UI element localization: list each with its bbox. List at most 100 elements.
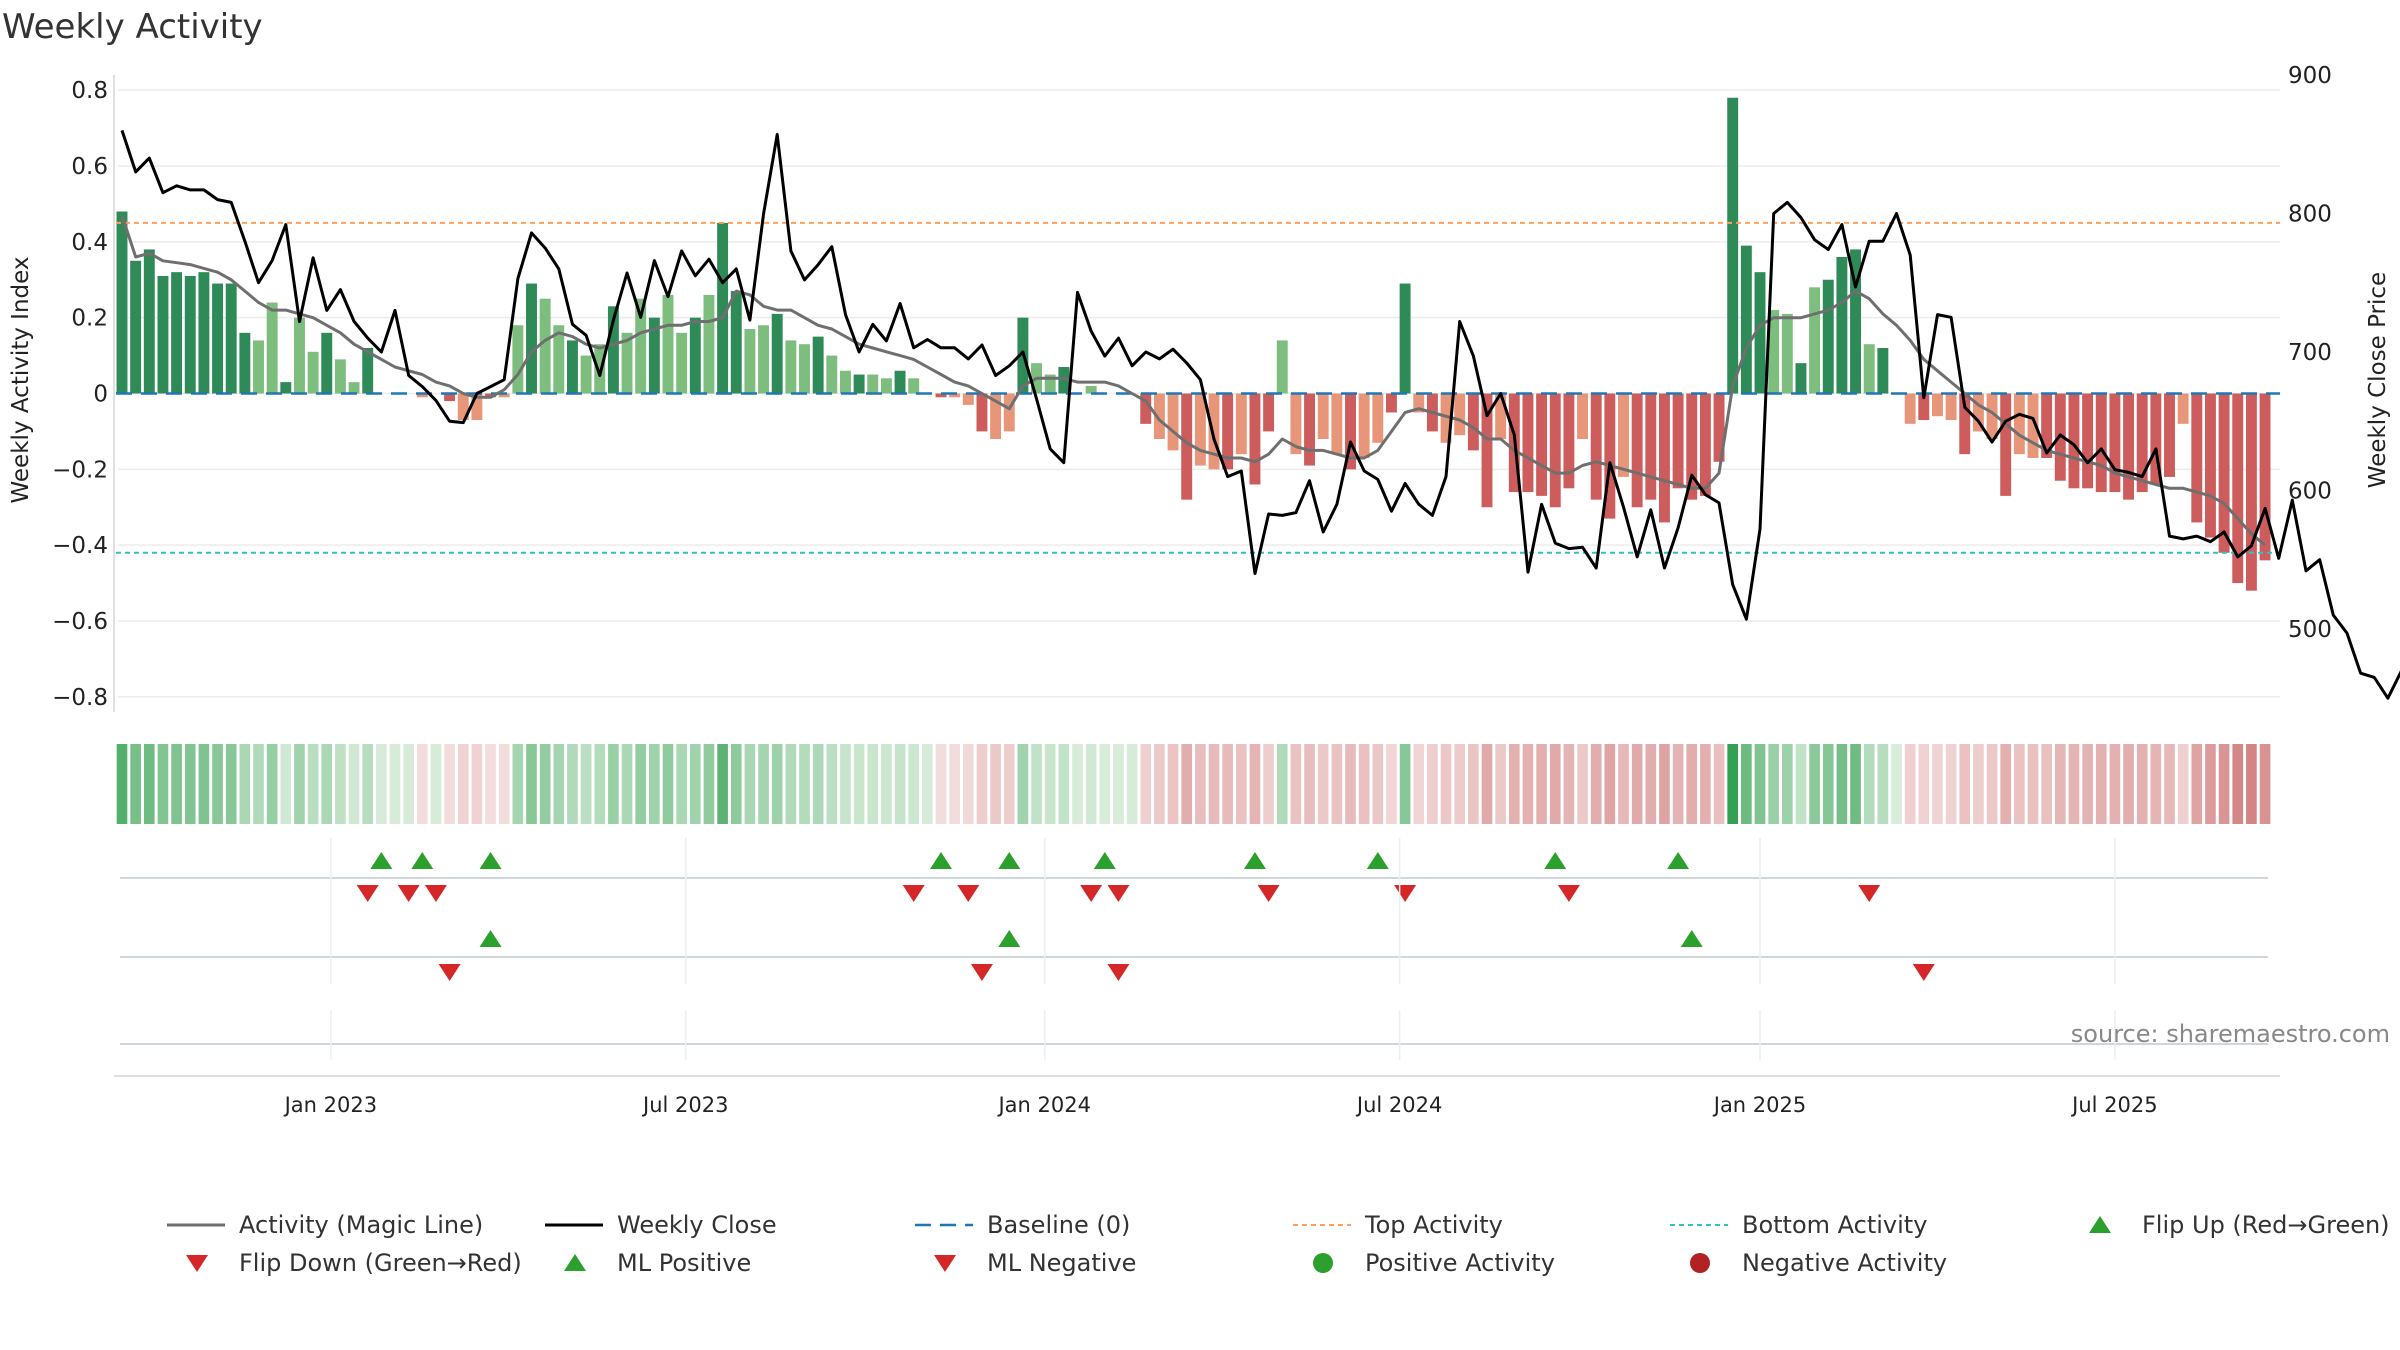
- activity-bar: [2041, 393, 2053, 458]
- heat-cell: [1645, 744, 1657, 824]
- activity-bar: [744, 329, 756, 394]
- heat-cell: [2082, 744, 2093, 824]
- y2-tick-label: 500: [2288, 617, 2332, 643]
- weekly-close-line: [120, 129, 2400, 700]
- legend-symbol-positive-dot: [1313, 1253, 1333, 1273]
- heat-cell: [1386, 744, 1397, 824]
- activity-bar: [1959, 393, 1971, 455]
- heat-cell: [2164, 744, 2175, 824]
- heat-cell: [430, 744, 442, 824]
- y-tick-label: 0.4: [71, 230, 108, 256]
- heat-cell: [730, 744, 742, 824]
- heat-cell: [922, 744, 933, 824]
- legend-symbol-up-triangle: [2089, 1216, 2111, 1233]
- activity-bar: [607, 306, 619, 394]
- activity-bar: [2245, 393, 2257, 591]
- activity-bar: [1044, 374, 1056, 394]
- activity-bar: [1781, 313, 1793, 394]
- activity-bar: [457, 393, 469, 421]
- flip-down-marker: [397, 885, 420, 902]
- activity-bar: [485, 393, 497, 398]
- heat-cell: [1768, 744, 1779, 824]
- heat-cell: [1208, 744, 1220, 824]
- activity-bar: [635, 298, 647, 394]
- activity-bar: [908, 378, 920, 394]
- heat-cell: [2041, 744, 2052, 824]
- y-tick-label: 0.8: [71, 78, 108, 104]
- activity-bar: [1740, 245, 1752, 394]
- ml-positive-marker: [479, 930, 502, 947]
- activity-bar: [1863, 344, 1875, 394]
- x-tick-label: Jan 2025: [1712, 1093, 1807, 1117]
- heat-cell: [1249, 744, 1261, 824]
- activity-bar: [239, 332, 251, 394]
- activity-bar: [130, 260, 142, 394]
- activity-bar: [2013, 393, 2025, 455]
- heat-cell: [1290, 744, 1302, 824]
- activity-bar: [1563, 393, 1575, 489]
- heat-cell: [867, 744, 879, 824]
- flip-down-marker: [1107, 885, 1130, 902]
- flip-markers: [114, 852, 2280, 1077]
- x-axis-ticks: Jan 2023 Jul 2023 Jan 2024 Jul 2024 Jan 2025…: [283, 838, 2158, 1117]
- heat-cell: [1222, 744, 1233, 824]
- heat-cell: [1345, 744, 1356, 824]
- activity-bar: [1372, 393, 1384, 443]
- activity-bar: [539, 298, 551, 394]
- activity-bar: [2068, 393, 2080, 489]
- activity-bar: [1795, 363, 1807, 394]
- activity-bar: [689, 317, 701, 394]
- activity-bar: [526, 283, 537, 394]
- heat-cell: [2027, 744, 2039, 824]
- activity-bar: [1331, 393, 1343, 455]
- heat-cell: [1986, 744, 1998, 824]
- heat-cell: [635, 744, 647, 824]
- activity-bar: [1768, 310, 1780, 394]
- heat-cell: [1508, 744, 1520, 824]
- activity-bar: [2109, 393, 2121, 493]
- flip-up-marker: [479, 852, 502, 869]
- activity-bar: [334, 359, 346, 394]
- heat-cell: [1795, 744, 1807, 824]
- heat-cell: [1468, 744, 1479, 824]
- activity-bar: [2123, 393, 2135, 500]
- activity-bar: [362, 348, 374, 394]
- activity-bar: [771, 313, 783, 394]
- heat-cell: [1427, 744, 1438, 824]
- heat-cell: [416, 744, 428, 824]
- activity-bar: [1945, 393, 1957, 421]
- activity-bar: [676, 332, 688, 394]
- flip-up-marker: [1366, 852, 1389, 869]
- heat-cell: [362, 744, 374, 824]
- flip-down-marker: [1080, 885, 1103, 902]
- y-tick-label: −0.6: [52, 609, 108, 635]
- flip-down-marker: [1858, 885, 1881, 902]
- heat-cell: [280, 744, 292, 824]
- heat-cell: [1850, 744, 1861, 824]
- heat-cell: [1495, 744, 1506, 824]
- activity-bar: [853, 374, 865, 394]
- activity-bar: [1385, 393, 1397, 413]
- heat-cell: [321, 744, 333, 824]
- flip-down-marker: [1394, 885, 1417, 902]
- heat-cell: [1317, 744, 1329, 824]
- legend-label: Flip Up (Red→Green): [2142, 1211, 2390, 1239]
- heat-cell: [1031, 744, 1042, 824]
- heat-cell: [717, 744, 728, 824]
- heat-cell: [1195, 744, 1206, 824]
- heat-cell: [689, 744, 701, 824]
- flip-up-marker: [370, 852, 393, 869]
- activity-bar: [580, 355, 592, 394]
- activity-bar: [225, 283, 237, 394]
- y-tick-label: 0.2: [71, 306, 108, 332]
- heat-cell: [1754, 744, 1766, 824]
- activity-bar: [1904, 393, 1916, 424]
- heat-cell: [1959, 744, 1971, 824]
- heat-cell: [744, 744, 756, 824]
- heat-cell: [2259, 744, 2271, 824]
- activity-bar: [880, 378, 892, 394]
- heat-cell: [2123, 744, 2134, 824]
- heat-cell: [1304, 744, 1315, 824]
- activity-bar: [1153, 393, 1165, 439]
